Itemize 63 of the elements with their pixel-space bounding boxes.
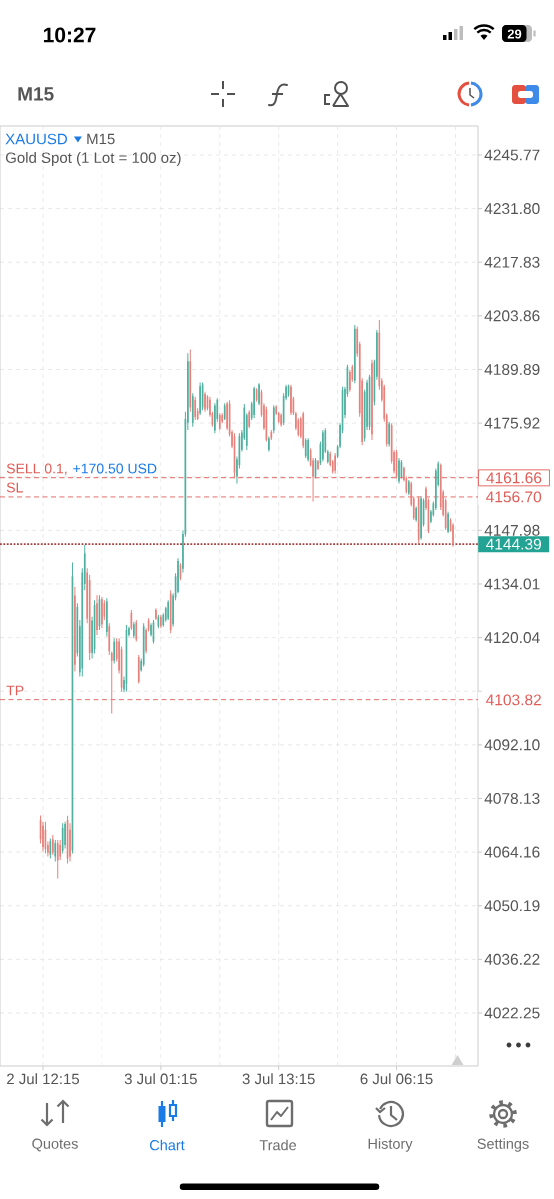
candlestick [101,596,103,629]
text: History [368,1138,413,1152]
chart-title: XAUUSD [5,133,67,145]
candlestick [304,437,307,459]
text: 4103.82 [486,694,541,706]
y-tick-label: 4231.80 [484,203,540,215]
candlestick [135,619,138,643]
candlestick [214,402,216,434]
candlestick [133,621,135,639]
candlestick [268,436,270,453]
y-tick-label: 4064.16 [484,846,540,858]
y-tick-label: 4217.83 [484,256,540,268]
ref-line-label: SELL 0.1, [6,463,67,476]
y-tick-label: 4147.98 [484,524,540,536]
y-tick-label: 4092.10 [484,739,540,751]
candlestick [253,386,255,419]
y-tick-label: 4189.89 [484,363,540,375]
y-tick-label: 4120.04 [484,632,540,644]
text: 4161.66 [486,472,542,484]
candlestick [106,597,108,638]
candlestick [56,839,59,879]
text: M15 [18,87,54,101]
ref-line-label: SL [6,482,23,493]
candlestick [420,496,422,541]
y-tick-label: 4175.92 [484,417,540,429]
y-tick-label: 4203.86 [484,310,540,322]
y-tick-label: 4036.22 [484,953,540,965]
candlestick [349,369,351,393]
x-tick-label: 3 Jul 01:15 [124,1073,197,1085]
text: 10:27 [43,27,96,43]
candlestick [59,839,62,861]
candlestick [155,607,157,621]
candlestick [64,821,66,849]
y-tick-label: 4050.19 [484,900,540,912]
x-tick-label: 6 Jul 06:15 [360,1073,433,1085]
ref-line-label: TP [6,685,24,696]
y-tick-label: 4134.01 [484,578,540,590]
text: Trade [259,1139,297,1151]
candlestick [248,409,251,429]
candlestick [452,522,454,548]
text: Gold Spot (1 Lot = 100 oz) [5,152,181,166]
candlestick [415,505,418,523]
candlestick [199,381,201,416]
text: Settings [477,1138,529,1152]
text: Chart [150,1139,185,1151]
y-tick-label: 4022.25 [484,1007,540,1019]
text: 4144.39 [486,538,541,550]
candlestick [150,622,152,638]
annotation: M15 [87,133,115,145]
text: 29 [507,29,522,39]
x-tick-label: 2 Jul 12:15 [7,1073,80,1085]
y-tick-label: 4078.13 [484,793,540,804]
annotation: +170.50 USD [73,463,157,474]
candlestick [398,457,400,484]
candlestick [307,437,309,463]
candlestick [388,421,390,448]
x-tick-label: 3 Jul 13:15 [242,1073,315,1085]
text: Quotes [32,1138,78,1152]
candlestick [317,459,319,471]
y-tick-label: 4245.77 [484,149,540,161]
text: 4156.70 [486,491,542,503]
candlestick [447,511,449,534]
candlestick [322,429,324,463]
